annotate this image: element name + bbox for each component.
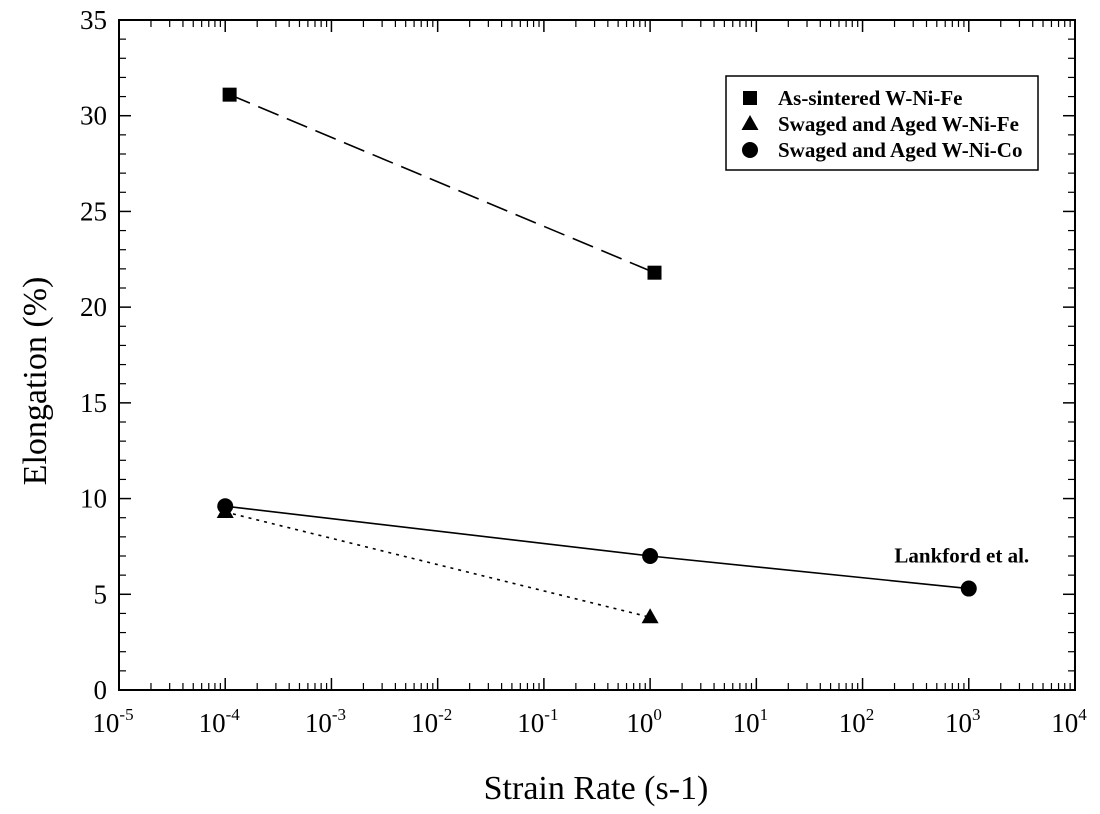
y-tick-label: 35 — [80, 5, 107, 35]
annotation-label: Lankford et al. — [894, 544, 1029, 568]
x-tick-label: 102 — [839, 705, 875, 738]
legend-box — [725, 75, 1039, 171]
legend-marker — [742, 142, 758, 158]
legend-label: As-sintered W-Ni-Fe — [778, 86, 963, 110]
y-tick-label: 15 — [80, 388, 107, 418]
annotations: Lankford et al. — [894, 544, 1029, 568]
x-tick-label: 10-2 — [411, 705, 452, 738]
y-tick-label: 20 — [80, 292, 107, 322]
data-point — [642, 548, 659, 564]
x-tick-label: 10-1 — [517, 705, 558, 738]
plot-frame — [118, 19, 1076, 691]
x-tick-label: 10-3 — [305, 705, 346, 738]
series-line — [225, 505, 969, 590]
series-1 — [222, 87, 662, 280]
tick-marks — [118, 19, 1076, 691]
y-tick-label: 25 — [80, 196, 107, 226]
x-axis-label: Strain Rate (s-1) — [484, 770, 709, 807]
x-tick-label: 100 — [626, 705, 662, 738]
legend-marker — [741, 115, 759, 130]
data-point — [217, 498, 234, 515]
legend-item: Swaged and Aged W-Ni-Co — [742, 138, 1022, 162]
x-tick-label: 103 — [945, 705, 981, 738]
series-2 — [216, 502, 659, 624]
legend-label: Swaged and Aged W-Ni-Co — [778, 138, 1022, 162]
data-point — [222, 87, 237, 102]
y-axis-label: Elongation (%) — [17, 277, 54, 486]
data-point — [960, 580, 977, 597]
series-3 — [217, 498, 977, 597]
series-line — [225, 511, 651, 619]
legend-item: As-sintered W-Ni-Fe — [743, 86, 963, 110]
data-point — [641, 608, 659, 624]
legend-label: Swaged and Aged W-Ni-Fe — [778, 112, 1019, 136]
series-line — [229, 93, 655, 274]
y-tick-label: 30 — [80, 101, 107, 131]
x-tick-label: 101 — [733, 705, 769, 738]
legend-marker — [743, 91, 757, 105]
y-tick-label: 10 — [80, 484, 107, 514]
x-tick-label: 10-4 — [199, 705, 241, 738]
data-point — [647, 265, 662, 280]
x-tick-label: 104 — [1051, 705, 1087, 738]
tick-labels: 0 5 10 15 20 25 30 35 10-5 10-4 10-3 10-2 10-1 100 101… — [80, 5, 1087, 738]
y-tick-label: 5 — [94, 579, 108, 609]
x-tick-label: 10-5 — [92, 705, 133, 738]
plot-border — [118, 19, 1076, 691]
legend-item: Swaged and Aged W-Ni-Fe — [741, 112, 1019, 136]
series-group — [216, 87, 977, 624]
y-tick-label: 0 — [94, 675, 108, 705]
